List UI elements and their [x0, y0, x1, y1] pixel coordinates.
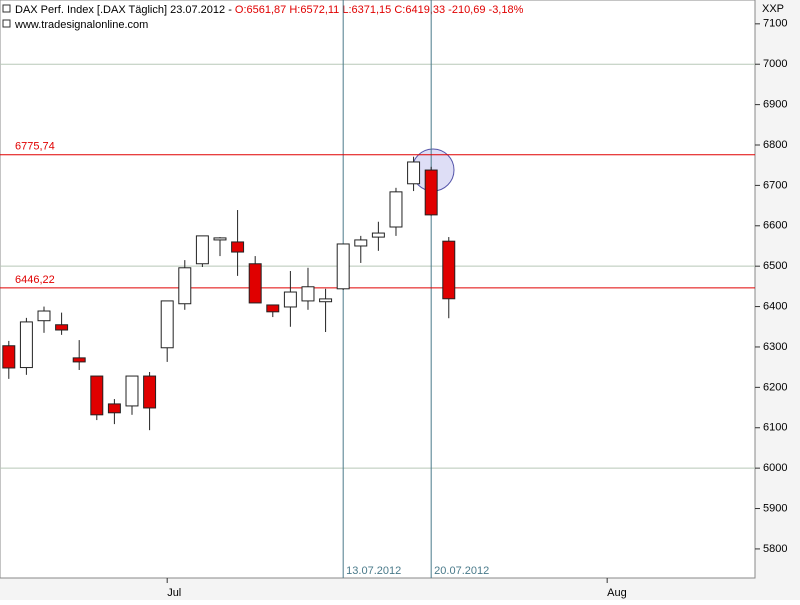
y-tick-label: 7000: [763, 58, 787, 70]
horizontal-line-label: 6775,74: [15, 141, 55, 153]
candle-body: [442, 240, 456, 300]
candle-body: [143, 375, 157, 409]
candle-body: [107, 403, 121, 414]
horizontal-line-label: 6446,22: [15, 274, 55, 286]
candle-body: [319, 298, 333, 303]
title-values: O:6561,87 H:6572,11 L:6371,15 C:6419,33 …: [235, 4, 524, 16]
x-tick-label: Jul: [167, 587, 181, 599]
candle-body: [424, 169, 438, 216]
candle-body: [72, 357, 86, 363]
candle-body: [283, 291, 297, 308]
y-axis-label: XXP: [762, 3, 784, 15]
icon: [2, 4, 11, 13]
y-tick-label: 6900: [763, 99, 787, 111]
subtitle: www.tradesignalonline.com: [14, 19, 148, 31]
plot-area: [0, 0, 756, 579]
candle-body: [371, 232, 385, 238]
y-tick-label: 5800: [763, 543, 787, 555]
y-tick-label: 6200: [763, 381, 787, 393]
candle-body: [195, 235, 209, 265]
candle-body: [336, 243, 350, 290]
y-tick-label: 6100: [763, 422, 787, 434]
y-tick-label: 6400: [763, 300, 787, 312]
candle-body: [125, 375, 139, 407]
x-tick-label: Aug: [607, 587, 627, 599]
y-tick-label: 6600: [763, 220, 787, 232]
y-tick-label: 7100: [763, 18, 787, 30]
candle-body: [2, 345, 16, 369]
candle-body: [407, 161, 421, 185]
candle-body: [301, 286, 315, 302]
chart-title: DAX Perf. Index [.DAX Täglich] 23.07.201…: [15, 4, 524, 16]
candle-body: [389, 191, 403, 228]
candle-body: [55, 324, 69, 331]
candle-body: [90, 375, 104, 416]
header: DAX Perf. Index [.DAX Täglich] 23.07.201…: [2, 4, 524, 31]
candle-body: [178, 267, 192, 305]
candle-body: [231, 241, 245, 253]
candle-body: [213, 237, 227, 241]
candle-body: [37, 310, 51, 322]
vertical-line-label: 20.07.2012: [434, 565, 489, 577]
title-text: DAX Perf. Index [.DAX Täglich] 23.07.201…: [15, 4, 235, 16]
y-tick-label: 6500: [763, 260, 787, 272]
y-tick-label: 6000: [763, 462, 787, 474]
y-tick-label: 6800: [763, 139, 787, 151]
candle-body: [266, 304, 280, 313]
candle-body: [248, 263, 262, 304]
y-tick-label: 6300: [763, 341, 787, 353]
y-tick-label: 5900: [763, 502, 787, 514]
y-tick-label: 6700: [763, 179, 787, 191]
candle-body: [160, 300, 174, 349]
candle-body: [354, 239, 368, 247]
icon: [2, 19, 11, 28]
candle-body: [19, 321, 33, 369]
vertical-line-label: 13.07.2012: [346, 565, 401, 577]
